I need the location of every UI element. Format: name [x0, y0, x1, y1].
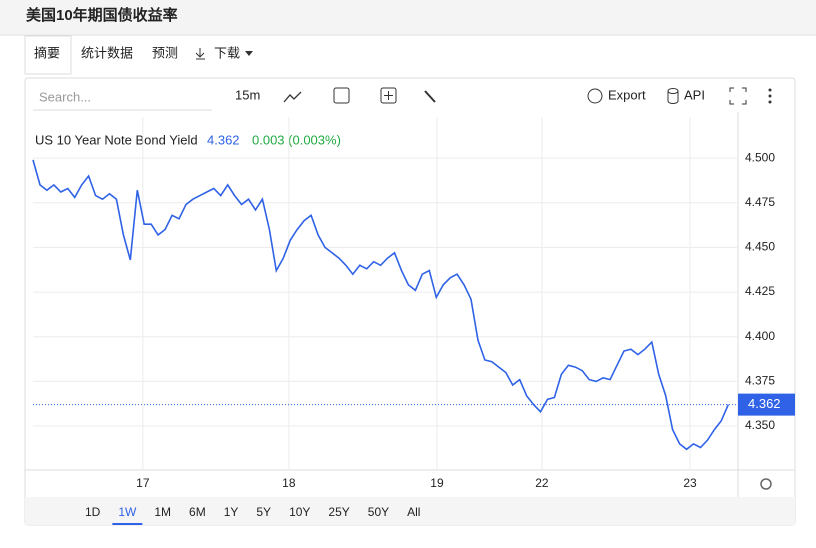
- x-tick-label: 17: [136, 476, 150, 490]
- range-button[interactable]: 10Y: [289, 505, 310, 519]
- range-button[interactable]: 6M: [189, 505, 206, 519]
- range-buttons: 1D 1W 1M 6M 1Y 5Y 10Y 25Y 50Y All: [85, 505, 420, 525]
- range-bar: [25, 497, 795, 525]
- add-plus: [384, 91, 393, 100]
- legend-title: US 10 Year Note Bond Yield: [35, 132, 198, 147]
- last-value-box: [738, 393, 795, 416]
- y-tick-label: 4.475: [745, 195, 775, 209]
- x-tick-label: 18: [282, 476, 296, 490]
- y-tick-label: 4.400: [745, 329, 775, 343]
- download-icon: [195, 48, 205, 60]
- api-icon[interactable]: [667, 88, 679, 94]
- header-bar: [0, 0, 816, 34]
- interval-button[interactable]: 15m: [235, 87, 260, 102]
- tab[interactable]: 预测: [152, 45, 178, 60]
- y-tick-label: 4.375: [745, 374, 775, 388]
- tab[interactable]: 摘要: [34, 45, 60, 60]
- x-tick-label: 19: [430, 476, 444, 490]
- y-tick-label: 4.350: [745, 418, 775, 432]
- api-icon-body: [667, 91, 679, 104]
- legend-value: 4.362: [207, 132, 240, 147]
- range-button[interactable]: 1M: [154, 505, 171, 519]
- export-icon[interactable]: [587, 88, 603, 104]
- tools-icon[interactable]: [424, 90, 436, 103]
- range-button[interactable]: 1Y: [224, 505, 239, 519]
- api-button[interactable]: API: [684, 87, 705, 102]
- calendar-icon[interactable]: [333, 87, 350, 104]
- tab-selected: [24, 35, 72, 75]
- dropdown-arrow: [245, 51, 253, 56]
- menu-dot: [768, 100, 772, 104]
- range-button[interactable]: 1D: [85, 505, 101, 519]
- fullscreen-icon[interactable]: [729, 87, 747, 105]
- menu-dot: [768, 94, 772, 98]
- x-tick-label: 22: [535, 476, 549, 490]
- settings-icon[interactable]: [760, 478, 772, 490]
- y-tick-label: 4.425: [745, 284, 775, 298]
- export-button[interactable]: Export: [608, 87, 646, 102]
- menu-dot[interactable]: [768, 88, 772, 92]
- range-button[interactable]: 50Y: [368, 505, 389, 519]
- range-button[interactable]: 1W: [118, 505, 137, 519]
- add-icon[interactable]: [380, 87, 397, 104]
- series-line: [32, 159, 730, 451]
- y-tick-label: 4.500: [745, 150, 775, 164]
- search-input[interactable]: Search...: [39, 89, 91, 104]
- tab[interactable]: 统计数据: [81, 45, 133, 60]
- legend-change: 0.003 (0.003%): [252, 132, 341, 147]
- x-tick-label: 23: [683, 476, 697, 490]
- tab[interactable]: 下载: [214, 45, 240, 60]
- range-button[interactable]: 25Y: [328, 505, 349, 519]
- chart-type-icon[interactable]: [283, 91, 302, 103]
- range-button[interactable]: All: [407, 505, 420, 519]
- last-value-label: 4.362: [748, 396, 781, 411]
- y-tick-label: 4.450: [745, 240, 775, 254]
- page-title: 美国10年期国债收益率: [26, 6, 178, 24]
- range-button[interactable]: 5Y: [256, 505, 271, 519]
